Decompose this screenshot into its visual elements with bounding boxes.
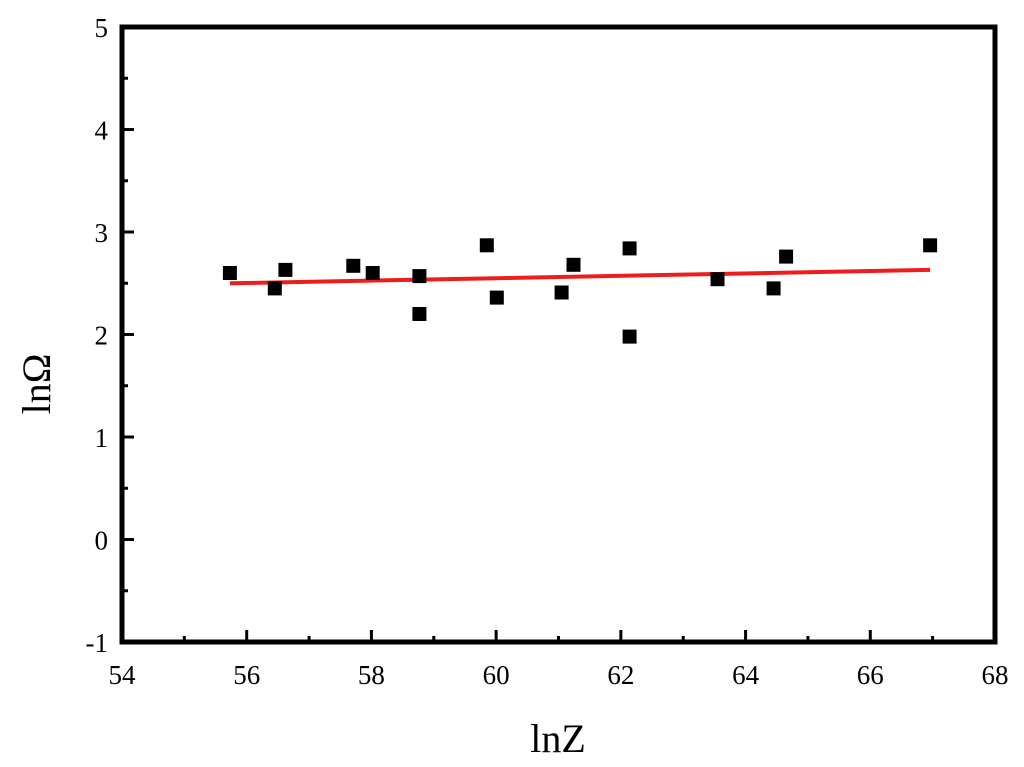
data-point (554, 285, 569, 300)
data-point (412, 307, 427, 321)
data-point (222, 266, 237, 280)
x-tick-label: 62 (607, 660, 634, 690)
data-point (267, 281, 282, 296)
y-axis-title: lnΩ (14, 354, 59, 415)
y-tick-label: 0 (95, 526, 109, 556)
x-tick-label: 56 (233, 660, 260, 690)
data-point (489, 290, 504, 305)
x-tick-label: 54 (109, 660, 137, 690)
x-tick-label: 64 (732, 660, 760, 690)
data-point (479, 238, 494, 253)
x-tick-label: 68 (982, 660, 1009, 690)
y-tick-label: 1 (95, 423, 109, 453)
x-axis-title: lnZ (530, 716, 586, 761)
data-point (412, 269, 427, 284)
ticks-layer (120, 25, 997, 644)
data-point (923, 238, 938, 253)
fit-line (229, 267, 931, 286)
y-tick-label: -1 (86, 628, 109, 658)
data-point (622, 241, 637, 256)
data-point (779, 249, 794, 264)
data-point (566, 257, 581, 272)
x-tick-label: 66 (857, 660, 884, 690)
tick-labels-layer: 54 56 58 60 62 64 66 68 -1 0 1 2 3 4 5 (86, 13, 1009, 690)
y-tick-label: 2 (95, 321, 109, 351)
data-points-layer (222, 238, 938, 344)
data-point (766, 281, 781, 296)
x-tick-label: 60 (483, 660, 510, 690)
x-tick-label: 58 (358, 660, 385, 690)
fit-line-layer (229, 267, 931, 286)
data-point (622, 329, 637, 344)
data-point (365, 266, 380, 280)
y-tick-label: 4 (95, 116, 109, 146)
y-tick-label: 5 (95, 13, 109, 43)
plot-frame (119, 24, 998, 645)
data-point (278, 262, 293, 277)
y-tick-label: 3 (95, 218, 109, 248)
data-point (710, 272, 725, 287)
data-point (346, 258, 361, 273)
